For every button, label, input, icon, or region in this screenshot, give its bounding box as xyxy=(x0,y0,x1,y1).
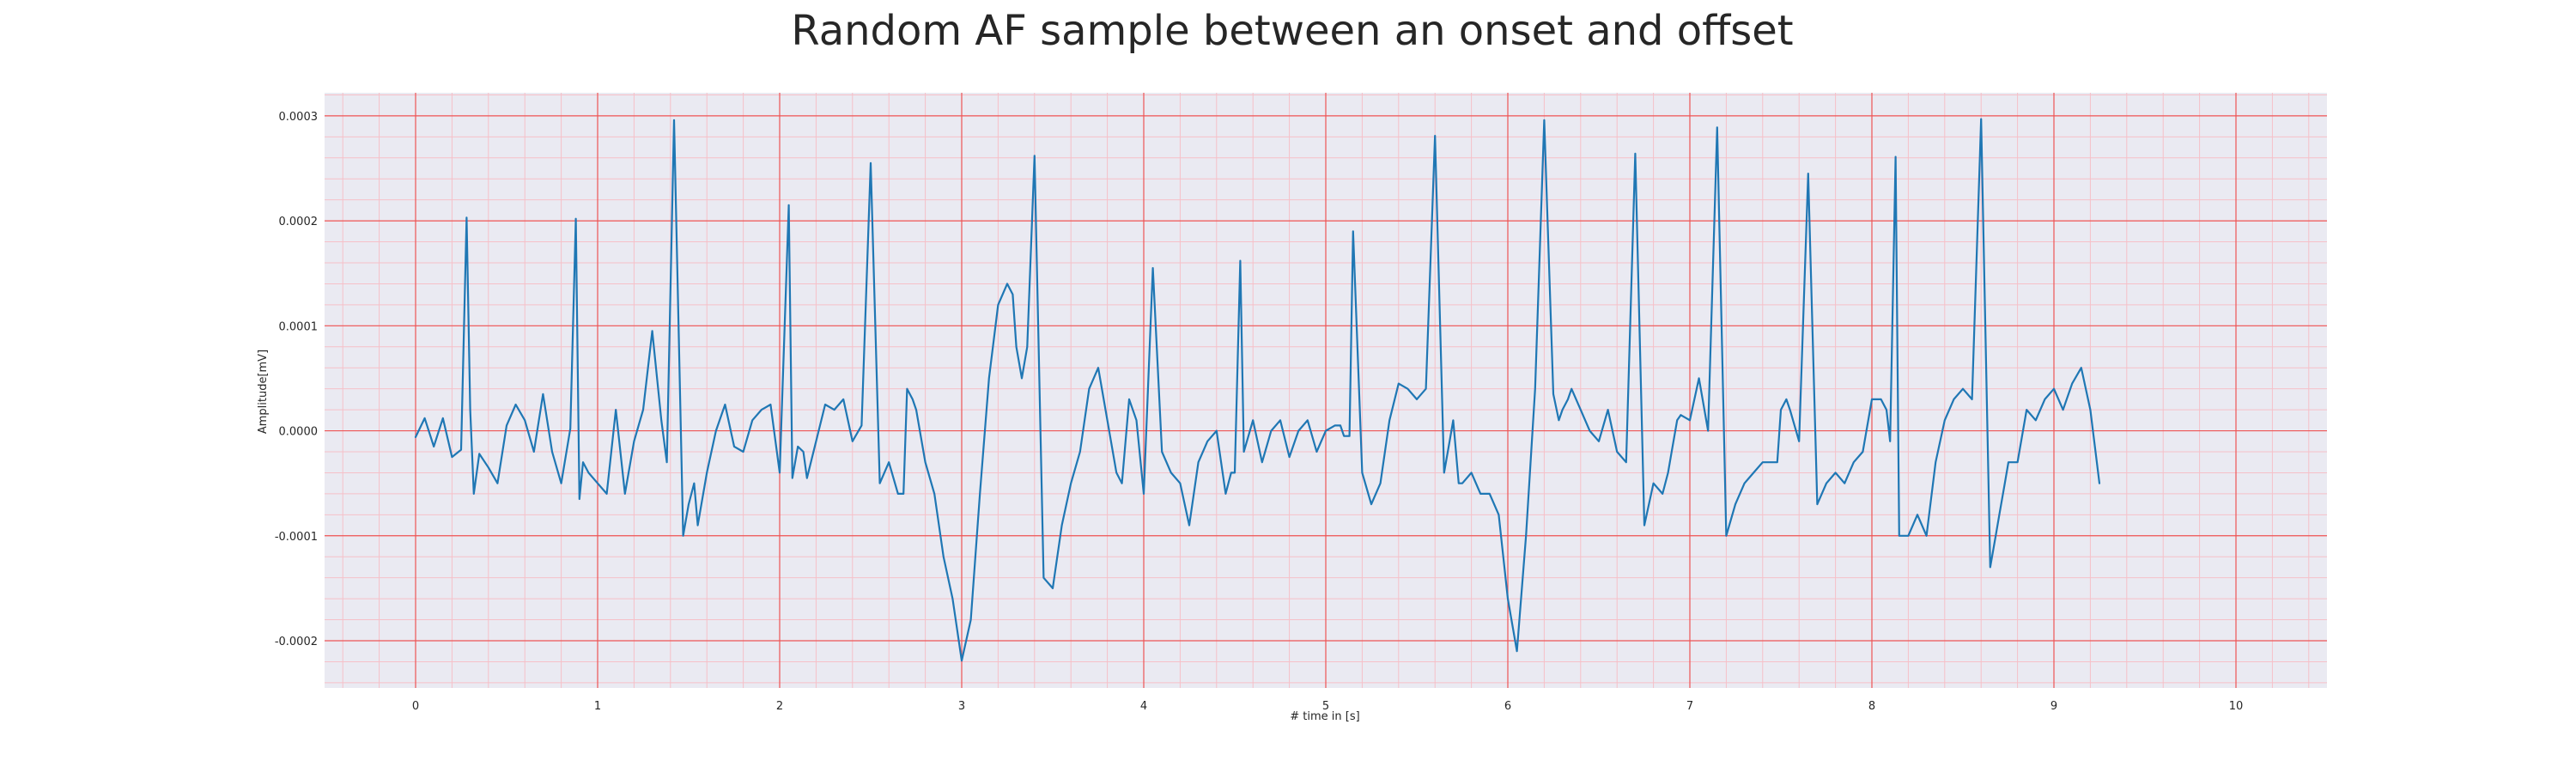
x-tick-label: 4 xyxy=(1140,700,1147,713)
x-tick-label: 3 xyxy=(958,700,965,713)
y-tick-label: 0.0003 xyxy=(279,111,319,124)
y-tick-label: 0.0001 xyxy=(279,320,319,333)
x-tick-label: 2 xyxy=(776,700,783,713)
x-tick-label: 5 xyxy=(1322,700,1329,713)
x-tick-labels: 0 1 2 3 4 5 6 7 8 9 10 xyxy=(412,700,2243,713)
y-tick-labels: -0.0002 -0.0001 0.0000 0.0001 0.0002 0.0003 xyxy=(275,111,318,648)
series-line xyxy=(414,118,2101,662)
x-tick-label: 0 xyxy=(412,700,419,713)
y-tick-label: 0.0002 xyxy=(279,216,319,228)
x-tick-label: 9 xyxy=(2050,700,2057,713)
y-tick-label: -0.0002 xyxy=(275,636,318,648)
x-tick-label: 1 xyxy=(594,700,601,713)
x-tick-label: 10 xyxy=(2229,700,2244,713)
x-tick-label: 6 xyxy=(1504,700,1511,713)
x-tick-label: 8 xyxy=(1868,700,1875,713)
x-axis-label: # time in [s] xyxy=(1290,710,1359,723)
y-tick-label: 0.0000 xyxy=(279,426,319,439)
y-axis-label: Amplitude[mV] xyxy=(257,350,270,434)
y-tick-label: -0.0001 xyxy=(275,531,318,544)
chart-title: Random AF sample between an onset and of… xyxy=(791,7,1793,55)
x-tick-label: 7 xyxy=(1686,700,1693,713)
